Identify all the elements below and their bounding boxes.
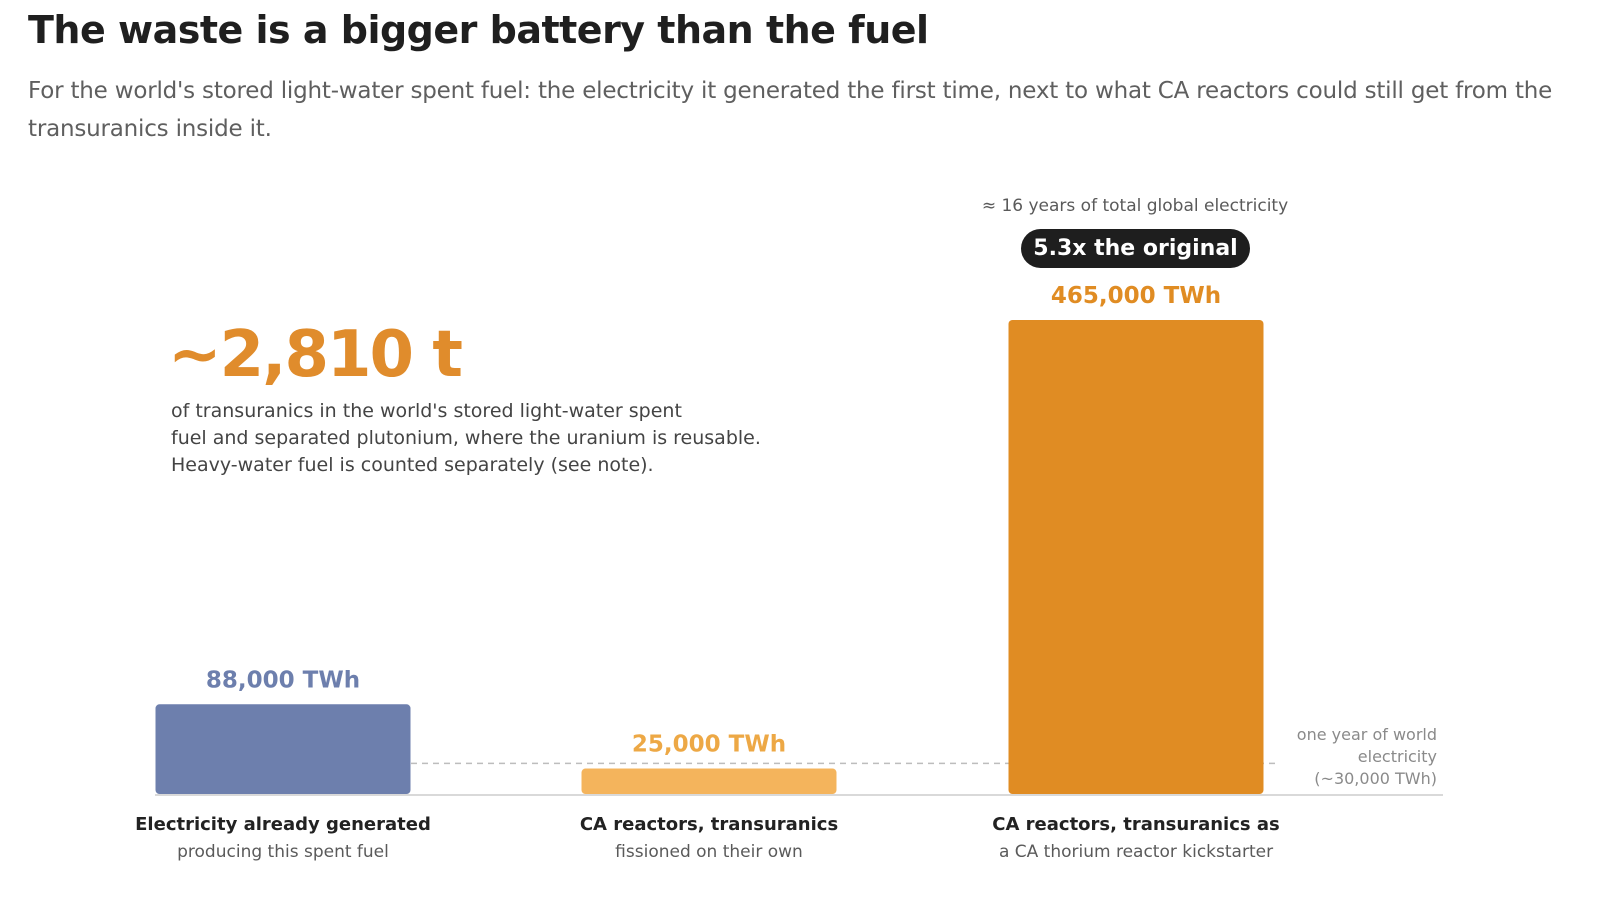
- multiplier-badge: 5.3x the original: [1021, 229, 1250, 268]
- reference-line-label-line: (~30,000 TWh): [1314, 769, 1437, 788]
- chart-title: The waste is a bigger battery than the f…: [28, 8, 929, 52]
- stat-note-line: fuel and separated plutonium, where the …: [171, 427, 761, 449]
- transuranics-stat-value: ~2,810 t: [168, 318, 463, 392]
- category-label-kickstarter: CA reactors, transuranics as a CA thoriu…: [926, 812, 1346, 866]
- category-subtitle: a CA thorium reactor kickstarter: [998, 842, 1274, 862]
- bar-value-label: 25,000 TWh: [632, 732, 786, 758]
- category-title: CA reactors, transuranics as: [992, 814, 1280, 835]
- reference-line-label-line: one year of world: [1296, 725, 1437, 744]
- bar-thorium-kickstarter: [1008, 320, 1264, 794]
- stat-note-line: Heavy-water fuel is counted separately (…: [171, 454, 654, 476]
- chart-subtitle: For the world's stored light-water spent…: [28, 78, 1553, 142]
- category-title: CA reactors, transuranics: [579, 814, 839, 835]
- bar-value-label: 465,000 TWh: [1051, 283, 1221, 309]
- transuranics-stat-note: of transuranics in the world's stored li…: [171, 398, 811, 479]
- category-label-own: CA reactors, transuranics fissioned on t…: [499, 812, 919, 866]
- category-label-generated: Electricity already generated producing …: [73, 812, 493, 866]
- annotation-years-text: ≈ 16 years of total global electricity: [981, 196, 1289, 216]
- category-subtitle: producing this spent fuel: [177, 842, 389, 862]
- category-title: Electricity already generated: [135, 814, 431, 835]
- bar-generated: [155, 704, 411, 794]
- reference-line-label: one year of world electricity (~30,000 T…: [1262, 724, 1437, 790]
- bar-value-label: 88,000 TWh: [206, 667, 360, 693]
- category-subtitle: fissioned on their own: [615, 842, 803, 862]
- reference-line-label-line: electricity: [1357, 747, 1437, 766]
- stat-note-line: of transuranics in the world's stored li…: [171, 400, 682, 422]
- bar-transuranics-own: [581, 768, 837, 794]
